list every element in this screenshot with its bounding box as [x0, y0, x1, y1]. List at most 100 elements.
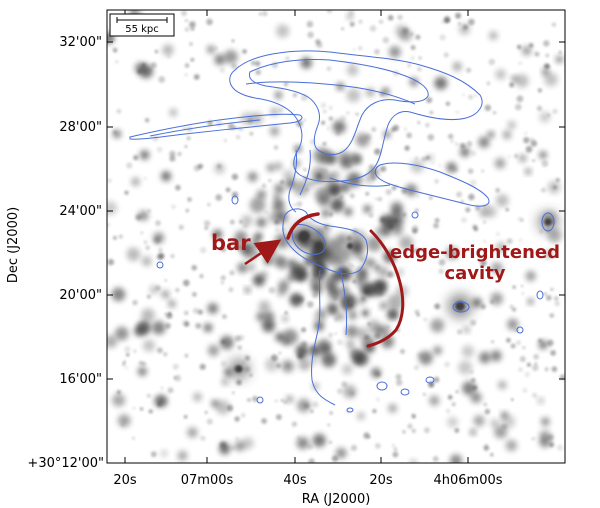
xray-source: [439, 34, 446, 41]
xray-source: [314, 241, 324, 251]
xray-source: [411, 225, 419, 233]
xray-source: [537, 88, 543, 93]
contour-west-arm: [129, 113, 303, 140]
xray-source: [249, 131, 254, 136]
xray-source: [228, 123, 235, 130]
xray-source: [365, 192, 370, 196]
xray-source: [418, 351, 433, 365]
xray-source: [152, 321, 166, 335]
xray-source: [189, 21, 196, 28]
xray-source: [294, 145, 302, 153]
xray-source: [260, 270, 269, 279]
xray-source: [507, 120, 516, 130]
xray-source: [231, 173, 239, 180]
xray-source: [307, 179, 316, 188]
xray-source: [460, 200, 464, 203]
xray-source: [371, 126, 377, 132]
xray-source: [488, 58, 495, 66]
xray-source: [521, 45, 532, 56]
xray-source: [231, 63, 238, 70]
xray-source: [544, 250, 553, 259]
xray-source: [367, 435, 371, 439]
xray-source: [531, 437, 535, 441]
xray-source: [410, 45, 416, 50]
xray-source: [322, 224, 331, 232]
xray-source: [256, 312, 266, 322]
xray-source: [459, 147, 470, 157]
xray-source: [528, 43, 534, 48]
xray-source: [519, 356, 526, 362]
xray-source: [357, 412, 365, 421]
tick-marks: [107, 10, 565, 464]
xray-source: [141, 256, 152, 267]
xray-source: [132, 407, 135, 410]
xray-source: [274, 183, 285, 194]
xray-source: [350, 444, 357, 451]
xray-source: [455, 142, 459, 146]
xray-source: [307, 443, 313, 450]
xray-source: [462, 93, 465, 96]
xray-source: [474, 94, 477, 97]
xray-source: [142, 361, 146, 366]
contour-small-1: [541, 212, 555, 232]
contour-lower-stream-2: [339, 267, 348, 336]
xray-source: [281, 360, 294, 373]
xray-source: [184, 63, 190, 68]
xray-source: [490, 292, 504, 306]
xray-source: [193, 74, 200, 80]
xray-source: [429, 395, 440, 406]
xray-source: [468, 193, 475, 201]
xray-source: [447, 394, 453, 400]
xray-source: [463, 326, 470, 333]
xray-source: [116, 390, 121, 395]
xray-source: [393, 447, 398, 452]
xray-source: [400, 349, 405, 354]
xray-source: [278, 282, 289, 293]
xray-source: [319, 149, 334, 165]
x-tick-label: 4h06m00s: [433, 473, 502, 488]
xray-source: [331, 455, 339, 462]
xray-source: [263, 256, 273, 265]
xray-source: [169, 155, 176, 162]
xray-source: [160, 386, 164, 390]
xray-source: [415, 34, 421, 40]
xray-source: [349, 21, 355, 27]
xray-source: [350, 349, 365, 363]
xray-source: [275, 332, 285, 342]
xray-source: [347, 243, 353, 249]
xray-source: [343, 385, 357, 399]
xray-source: [231, 391, 235, 395]
xray-source: [527, 298, 534, 305]
xray-source: [379, 19, 384, 24]
xray-source: [358, 46, 363, 51]
xray-source: [468, 168, 474, 174]
xray-source: [547, 228, 562, 243]
xray-source: [141, 308, 155, 323]
x-tick-label: 20s: [369, 473, 393, 488]
xray-source: [158, 248, 163, 253]
xray-source: [303, 118, 307, 122]
xray-source: [236, 135, 241, 140]
xray-source: [107, 335, 118, 348]
xray-source: [258, 300, 271, 313]
xray-source: [518, 61, 522, 65]
xray-source: [374, 148, 381, 155]
xray-source: [274, 162, 283, 171]
xray-source: [285, 178, 296, 189]
xray-source: [541, 187, 546, 193]
xray-source: [346, 64, 359, 76]
xray-source: [297, 398, 311, 413]
xray-source: [551, 366, 558, 372]
xray-source: [410, 459, 417, 463]
scale-bar: 55 kpc: [109, 13, 175, 37]
xray-source: [327, 423, 331, 427]
xray-source: [441, 19, 446, 24]
xray-source: [470, 319, 477, 326]
xray-source: [485, 206, 497, 218]
xray-source: [273, 145, 279, 150]
xray-source: [291, 293, 303, 305]
xray-source: [358, 19, 363, 24]
contour-small-12: [346, 407, 354, 413]
contour-small-9: [231, 195, 239, 205]
xray-source: [402, 430, 406, 434]
